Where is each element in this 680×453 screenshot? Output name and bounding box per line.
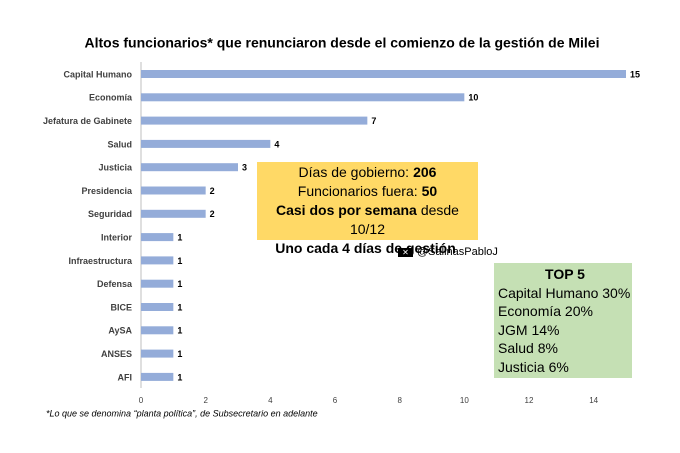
value-label: 1 xyxy=(177,256,182,266)
info-line: Funcionarios fuera: 50 xyxy=(257,182,478,201)
top-title: TOP 5 xyxy=(545,266,585,282)
top-box: TOP 5 Capital Humano 30% Economía 20% JG… xyxy=(494,263,632,378)
handle-text: @SalinasPabloJ xyxy=(417,246,498,258)
info-text: Funcionarios fuera: xyxy=(297,183,418,199)
info-text: desde 10/12 xyxy=(349,202,459,237)
footnote: *Lo que se denomina “planta política”, d… xyxy=(46,408,318,418)
top-line: Capital Humano 30% xyxy=(498,284,631,301)
value-label: 2 xyxy=(210,209,215,219)
y-tick-label: Presidencia xyxy=(81,186,133,196)
y-tick-label: Jefatura de Gabinete xyxy=(43,116,132,126)
x-icon: ✕ xyxy=(398,247,413,257)
top-line: Salud 8% xyxy=(498,340,558,356)
bar xyxy=(141,303,174,311)
bar xyxy=(141,279,174,288)
value-label: 1 xyxy=(177,302,182,312)
value-label: 1 xyxy=(177,279,182,289)
bar xyxy=(141,233,174,242)
bar xyxy=(141,372,174,381)
y-tick-label: Infraestructura xyxy=(68,256,133,266)
y-tick-label: BICE xyxy=(110,302,132,312)
y-tick-label: Seguridad xyxy=(88,209,132,219)
y-tick-label: ANSES xyxy=(101,349,132,359)
value-label: 3 xyxy=(242,163,247,173)
bar xyxy=(141,139,271,148)
x-tick-label: 2 xyxy=(203,396,208,405)
y-tick-label: AySA xyxy=(108,326,132,336)
value-label: 1 xyxy=(177,349,182,359)
value-label: 10 xyxy=(468,93,478,103)
bar xyxy=(141,116,368,125)
x-tick-label: 14 xyxy=(589,396,598,405)
top-line: Economía 20% xyxy=(498,303,593,319)
top-line: JGM 14% xyxy=(498,321,560,338)
value-label: 1 xyxy=(177,232,182,242)
bar xyxy=(141,93,465,102)
info-value: Casi dos por semana xyxy=(276,202,417,218)
y-tick-label: Interior xyxy=(101,232,133,242)
value-label: 4 xyxy=(274,139,279,149)
info-value: 50 xyxy=(421,183,438,199)
x-tick-label: 6 xyxy=(333,396,338,405)
info-line: Casi dos por semana desde 10/12 xyxy=(257,201,478,239)
y-tick-label: AFI xyxy=(118,372,133,382)
value-label: 2 xyxy=(210,186,215,196)
info-text: Días de gobierno: xyxy=(298,164,410,180)
x-tick-label: 10 xyxy=(460,396,469,405)
y-tick-label: Defensa xyxy=(97,279,133,289)
info-line: Días de gobierno: 206 xyxy=(257,163,478,182)
bar xyxy=(141,209,206,218)
bar xyxy=(141,70,626,78)
y-tick-label: Salud xyxy=(107,139,132,149)
value-label: 1 xyxy=(177,372,182,382)
y-tick-label: Capital Humano xyxy=(63,69,132,79)
bar xyxy=(141,326,174,335)
bar xyxy=(141,349,174,358)
info-box: Días de gobierno: 206 Funcionarios fuera:… xyxy=(257,162,478,256)
top-line: Justicia 6% xyxy=(498,358,569,375)
value-label: 7 xyxy=(371,116,376,126)
y-tick-label: Justicia xyxy=(98,163,133,173)
info-value: 206 xyxy=(413,164,437,180)
handle: ✕ @SalinasPabloJ xyxy=(398,246,498,258)
x-tick-label: 4 xyxy=(268,396,273,405)
bar xyxy=(141,256,174,265)
chart-title: Altos funcionarios* que renunciaron desd… xyxy=(85,35,600,51)
bar xyxy=(141,163,238,172)
x-tick-label: 0 xyxy=(139,396,144,405)
value-label: 15 xyxy=(630,69,640,79)
y-tick-label: Economía xyxy=(89,93,133,103)
value-label: 1 xyxy=(177,326,182,336)
x-tick-label: 12 xyxy=(525,396,534,405)
bar xyxy=(141,186,206,195)
x-tick-label: 8 xyxy=(397,396,402,405)
